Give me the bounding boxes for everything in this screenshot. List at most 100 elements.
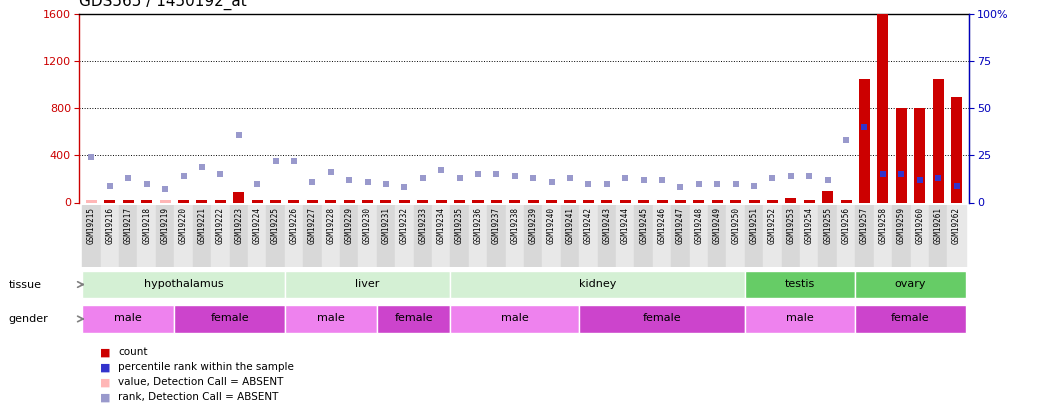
Text: GSM19219: GSM19219 (160, 207, 170, 244)
Bar (874, 205, 892, 267)
Text: GSM19242: GSM19242 (584, 207, 593, 244)
Point (783, 173, 800, 179)
Text: GSM19227: GSM19227 (308, 207, 316, 244)
Bar (726, 205, 745, 267)
Bar (730, 200, 741, 202)
Bar (248, 205, 266, 267)
Text: GSM19254: GSM19254 (805, 207, 814, 244)
Point (930, 175, 946, 181)
Bar (86, 200, 97, 202)
Text: GSM19246: GSM19246 (657, 207, 667, 244)
Bar (823, 191, 833, 202)
Bar (597, 205, 616, 267)
Text: GSM19248: GSM19248 (695, 207, 703, 244)
Bar (505, 205, 524, 267)
Point (691, 181, 707, 187)
Bar (193, 205, 211, 267)
Point (543, 179, 560, 185)
Point (231, 132, 247, 138)
Point (562, 175, 578, 181)
Bar (671, 205, 690, 267)
Bar (580, 305, 745, 333)
Text: GSM19218: GSM19218 (143, 207, 151, 244)
Point (837, 137, 854, 144)
Bar (123, 200, 134, 202)
Text: female: female (211, 313, 248, 323)
Point (194, 164, 211, 170)
Text: GSM19257: GSM19257 (860, 207, 869, 244)
Text: GSM19221: GSM19221 (197, 207, 206, 244)
Point (801, 173, 817, 179)
Text: ■: ■ (100, 377, 110, 387)
Point (654, 177, 671, 183)
Text: GSM19235: GSM19235 (455, 207, 464, 244)
Bar (855, 271, 965, 298)
Point (341, 177, 357, 183)
Text: GSM19243: GSM19243 (603, 207, 611, 244)
Text: GSM19217: GSM19217 (124, 207, 133, 244)
Bar (451, 305, 580, 333)
Point (727, 181, 744, 187)
Text: rank, Detection Call = ABSENT: rank, Detection Call = ABSENT (118, 392, 279, 402)
Text: kidney: kidney (578, 279, 616, 289)
Bar (638, 200, 649, 202)
Point (359, 179, 376, 185)
Bar (490, 200, 502, 202)
Bar (745, 271, 855, 298)
Point (948, 182, 965, 189)
Bar (763, 205, 782, 267)
Bar (804, 200, 814, 202)
Text: GSM19230: GSM19230 (363, 207, 372, 244)
Text: GSM19236: GSM19236 (474, 207, 482, 244)
Point (820, 177, 836, 183)
Bar (159, 200, 171, 202)
Bar (178, 200, 189, 202)
Bar (340, 205, 358, 267)
Bar (137, 205, 156, 267)
Bar (855, 305, 965, 333)
Bar (468, 205, 487, 267)
Bar (947, 205, 965, 267)
Bar (543, 205, 561, 267)
Bar (914, 108, 925, 202)
Text: percentile rank within the sample: percentile rank within the sample (118, 362, 294, 372)
Bar (675, 200, 686, 202)
Text: GSM19225: GSM19225 (271, 207, 280, 244)
Bar (362, 200, 373, 202)
Bar (616, 205, 634, 267)
Point (617, 175, 634, 181)
Text: GSM19238: GSM19238 (510, 207, 520, 244)
Bar (230, 205, 248, 267)
Bar (303, 205, 322, 267)
Text: value, Detection Call = ABSENT: value, Detection Call = ABSENT (118, 377, 284, 387)
Point (323, 169, 340, 176)
Point (83, 154, 100, 160)
Point (175, 173, 192, 179)
Bar (877, 14, 889, 202)
Text: GSM19255: GSM19255 (823, 207, 832, 244)
Bar (690, 205, 708, 267)
Text: ■: ■ (100, 392, 110, 402)
Text: GSM19252: GSM19252 (768, 207, 777, 244)
Text: count: count (118, 347, 148, 357)
Bar (748, 200, 760, 202)
Bar (451, 205, 468, 267)
Bar (119, 205, 137, 267)
Bar (270, 200, 281, 202)
Point (580, 181, 596, 187)
Text: female: female (642, 313, 681, 323)
Bar (634, 205, 653, 267)
Point (856, 124, 873, 130)
Bar (417, 200, 429, 202)
Bar (694, 200, 704, 202)
Bar (215, 200, 225, 202)
Text: GSM19258: GSM19258 (878, 207, 888, 244)
Bar (892, 205, 911, 267)
Bar (561, 205, 580, 267)
Bar (174, 305, 285, 333)
Bar (252, 200, 263, 202)
Bar (377, 205, 395, 267)
Point (874, 171, 891, 177)
Text: GSM19251: GSM19251 (749, 207, 759, 244)
Text: gender: gender (8, 314, 48, 324)
